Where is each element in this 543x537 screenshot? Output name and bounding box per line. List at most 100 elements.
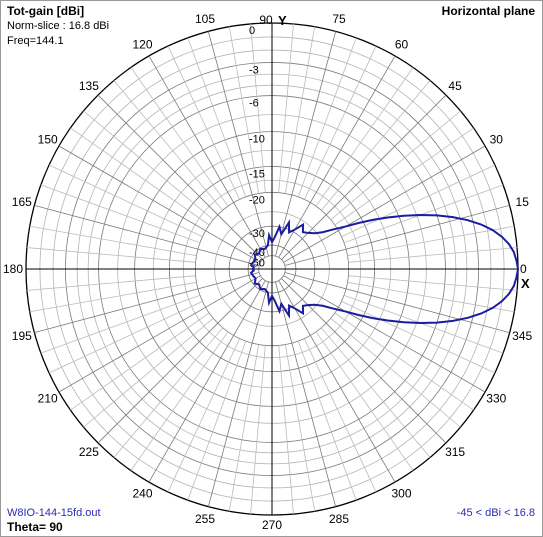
angle-tick-label: 30: [490, 133, 504, 147]
grid-spoke: [83, 110, 214, 220]
grid-spoke: [207, 281, 269, 507]
angle-tick-label: 45: [448, 79, 462, 93]
grid-spoke: [48, 301, 203, 374]
grid-spoke: [347, 225, 515, 257]
angle-tick-label: 255: [195, 512, 215, 526]
angle-tick-label: 75: [332, 12, 346, 26]
grid-spoke: [148, 280, 266, 483]
frequency-label: Freq=144.1: [7, 35, 64, 47]
grid-spoke: [97, 94, 263, 260]
angle-tick-label: 225: [79, 445, 99, 459]
grid-spoke: [34, 204, 260, 266]
y-axis-label: Y: [278, 13, 287, 28]
grid-spoke: [29, 281, 197, 313]
grid-spoke: [40, 294, 201, 354]
grid-spoke: [278, 55, 396, 258]
radial-tick-labels: 0-3-6-10-15-20-30-40-50: [249, 25, 265, 270]
grid-spoke: [284, 204, 510, 266]
grid-spoke: [281, 94, 447, 260]
angle-tick-label: 195: [12, 329, 32, 343]
grid-spoke: [113, 80, 223, 211]
grid-spoke: [228, 344, 260, 512]
grid-spoke: [343, 294, 504, 354]
angle-tick-label: 15: [516, 195, 530, 209]
norm-slice-label: Norm-slice : 16.8 dBi: [7, 20, 110, 32]
grid-spoke: [330, 110, 461, 220]
angle-tick-label: 105: [195, 12, 215, 26]
angle-tick-label: 120: [132, 38, 152, 52]
radial-tick-label: -30: [249, 228, 265, 240]
grid-spoke: [29, 225, 197, 257]
angle-tick-label: 285: [329, 512, 349, 526]
radial-tick-label: -15: [249, 168, 265, 180]
angle-tick-label: 60: [395, 38, 409, 52]
grid-spoke: [187, 37, 247, 198]
grid-spoke: [281, 278, 447, 444]
grid-spoke: [284, 272, 510, 334]
angle-tick-label: 90: [259, 13, 273, 27]
grid-spoke: [26, 275, 196, 291]
x-axis-label: X: [521, 276, 530, 291]
angle-tick-label: 315: [445, 445, 465, 459]
gain-range-label: -45 < dBi < 16.8: [456, 507, 535, 519]
grid-spoke: [26, 247, 196, 263]
grid-spoke: [130, 67, 229, 207]
grid-spoke: [321, 327, 431, 458]
grid-spoke: [48, 164, 203, 237]
grid-spoke: [348, 275, 518, 291]
angle-tick-label: 165: [12, 195, 32, 209]
grid-spoke: [187, 340, 247, 501]
grid-spoke: [250, 23, 266, 193]
grid-spoke: [58, 275, 261, 393]
grid-spoke: [283, 145, 486, 263]
grid-spoke: [315, 67, 414, 207]
angle-tick-label: 0: [520, 262, 527, 276]
radial-tick-label: -6: [249, 98, 259, 110]
grid-spoke: [228, 26, 260, 194]
angle-tick-label: 180: [3, 262, 23, 276]
grid-spoke: [315, 331, 414, 471]
grid-spoke: [275, 31, 337, 257]
grid-spoke: [341, 301, 496, 374]
grid-spoke: [207, 31, 269, 257]
angle-tick-label: 330: [486, 392, 506, 406]
radial-tick-label: -3: [249, 65, 259, 77]
grid-spoke: [278, 280, 396, 483]
radial-tick-label: -20: [249, 194, 265, 206]
radial-tick-label: -10: [249, 134, 265, 146]
grid-spoke: [40, 184, 201, 244]
grid-spoke: [348, 247, 518, 263]
grid-spoke: [275, 281, 337, 507]
grid-spoke: [304, 45, 377, 200]
angle-tick-label: 150: [38, 133, 58, 147]
angle-tick-label: 210: [38, 392, 58, 406]
grid-spoke: [343, 184, 504, 244]
grid-spoke: [167, 338, 240, 493]
angle-spokes: [26, 23, 518, 515]
angle-tick-label: 135: [79, 79, 99, 93]
grid-spoke: [341, 164, 496, 237]
grid-spoke: [297, 37, 357, 198]
grid-spoke: [97, 278, 263, 444]
grid-spoke: [83, 318, 214, 428]
grid-spoke: [70, 312, 210, 411]
grid-spoke: [278, 23, 294, 193]
angle-tick-label: 300: [391, 486, 411, 500]
file-name-label: W8IO-144-15fd.out: [7, 507, 101, 519]
angle-tick-labels: 0 15 30 45 60 75 90 105 120 135 150 165 180 195 210 225…: [3, 12, 533, 532]
plane-title: Horizontal plane: [441, 4, 535, 18]
grid-spoke: [330, 318, 461, 428]
grid-spoke: [130, 331, 229, 471]
radiation-pattern-line: [249, 213, 520, 325]
radial-tick-label: 0: [249, 25, 255, 37]
grid-spoke: [304, 338, 377, 493]
grid-spoke: [148, 55, 266, 258]
grid-spoke: [321, 80, 431, 211]
grid-spoke: [297, 340, 357, 501]
grid-spoke: [58, 145, 261, 263]
grid-spoke: [347, 281, 515, 313]
grid-spoke: [250, 345, 266, 515]
grid-spoke: [167, 45, 240, 200]
quantity-title: Tot-gain [dBi]: [7, 4, 85, 18]
